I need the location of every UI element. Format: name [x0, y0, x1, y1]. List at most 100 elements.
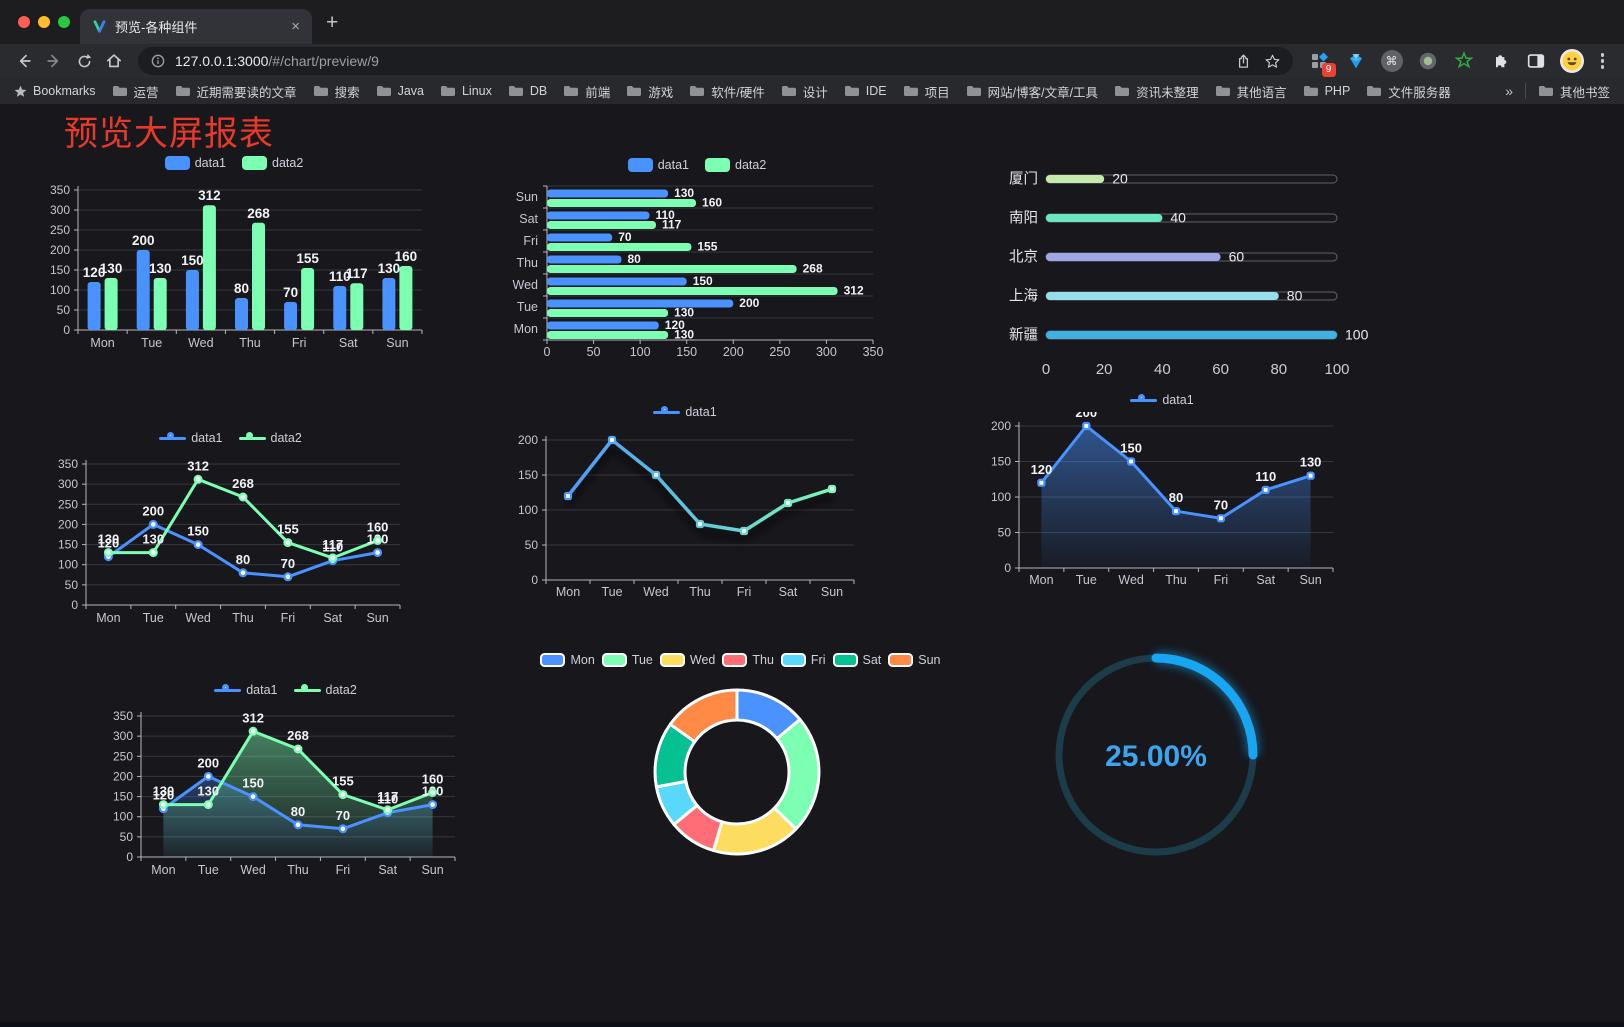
bookmark-folder[interactable]: DB — [508, 84, 547, 98]
zoom-window-button[interactable] — [58, 16, 70, 28]
svg-text:350: 350 — [863, 345, 884, 359]
chart-bar-grouped-legend: data1 data2 — [38, 152, 430, 174]
svg-text:Fri: Fri — [281, 611, 296, 625]
bookmark-item-bookmarks[interactable]: Bookmarks — [14, 84, 96, 98]
pie-slice-Wed[interactable] — [711, 806, 798, 856]
extension-tabs-icon[interactable]: 9 — [1307, 48, 1336, 77]
chart-gauge-progress-canvas[interactable]: 25.00% — [1038, 638, 1278, 878]
bookmark-folder[interactable]: 项目 — [903, 82, 950, 101]
bookmark-star-icon[interactable] — [1264, 53, 1281, 70]
forward-button[interactable] — [40, 47, 68, 75]
svg-text:Sat: Sat — [339, 336, 358, 350]
legend-item-data2[interactable]: data2 — [293, 683, 357, 697]
bookmark-folder[interactable]: 其他语言 — [1215, 82, 1287, 101]
svg-text:Sun: Sun — [421, 863, 443, 877]
extension-command-icon[interactable]: ⌘ — [1379, 48, 1405, 74]
new-tab-button[interactable]: + — [326, 11, 339, 34]
url-host: 127.0.0.1:3000 — [175, 53, 269, 69]
folder-icon — [1303, 86, 1318, 96]
legend-item-Tue[interactable]: Tue — [601, 653, 653, 667]
bookmark-folder[interactable]: 文件服务器 — [1366, 82, 1451, 101]
legend-item-data2[interactable]: data2 — [238, 431, 302, 445]
svg-text:350: 350 — [58, 457, 78, 471]
share-icon[interactable] — [1235, 53, 1252, 70]
bookmark-folder[interactable]: 近期需要读的文章 — [175, 82, 297, 101]
extensions-puzzle-icon[interactable] — [1487, 48, 1513, 74]
svg-text:80: 80 — [291, 804, 305, 819]
close-window-button[interactable] — [18, 16, 30, 28]
reload-button[interactable] — [70, 47, 98, 75]
folder-icon — [508, 86, 523, 96]
chart-gauge-progress: 25.00% — [1038, 638, 1278, 878]
other-bookmarks[interactable]: 其他书签 — [1538, 82, 1610, 101]
legend-item-Thu[interactable]: Thu — [722, 653, 774, 667]
bookmark-folder[interactable]: PHP — [1303, 84, 1350, 98]
legend-item-Wed[interactable]: Wed — [659, 653, 715, 667]
address-bar[interactable]: 127.0.0.1:3000/#/chart/preview/9 — [138, 47, 1293, 75]
folder-icon — [376, 86, 391, 96]
home-button[interactable] — [100, 47, 128, 75]
tab-close-icon[interactable]: × — [291, 18, 300, 35]
bookmark-folder[interactable]: 软件/硬件 — [689, 82, 765, 101]
profile-avatar[interactable] — [1559, 48, 1585, 74]
back-button[interactable] — [10, 47, 38, 75]
browser-tab[interactable]: 预览-各种组件 × — [80, 9, 312, 44]
svg-text:117: 117 — [346, 266, 368, 281]
svg-text:120: 120 — [98, 536, 120, 551]
legend-item-data1[interactable]: data1 — [627, 158, 689, 172]
bookmark-folder[interactable]: 设计 — [781, 82, 828, 101]
bookmark-folder[interactable]: Java — [376, 84, 424, 98]
bookmark-folder[interactable]: 运营 — [112, 82, 159, 101]
legend-item-Sat[interactable]: Sat — [832, 653, 881, 667]
bookmark-folder[interactable]: 前端 — [563, 82, 610, 101]
folder-icon — [1367, 86, 1382, 96]
svg-text:50: 50 — [120, 830, 134, 844]
legend-item-data1[interactable]: data1 — [159, 431, 223, 445]
svg-text:0: 0 — [63, 323, 70, 337]
chart-bar-grouped: data1 data2 0 50 100 150 200 250 300 350 Mon Tue Wed… — [38, 152, 430, 364]
side-panel-icon[interactable] — [1523, 48, 1549, 74]
chart-donut-canvas[interactable] — [553, 672, 928, 880]
legend-item-data2[interactable]: data2 — [705, 158, 766, 172]
legend-item-Mon[interactable]: Mon — [540, 653, 595, 667]
legend-item-data1[interactable]: data1 — [1130, 393, 1194, 407]
legend-item-data1[interactable]: data1 — [653, 405, 717, 419]
svg-text:130: 130 — [674, 328, 694, 342]
legend-item-data2[interactable]: data2 — [242, 156, 303, 170]
svg-text:100: 100 — [630, 345, 651, 359]
svg-text:130: 130 — [142, 532, 164, 547]
extensions-area: 9 ⌘ — [1303, 48, 1615, 77]
pie-slice-Sun[interactable] — [668, 688, 739, 744]
svg-text:268: 268 — [247, 206, 270, 221]
svg-text:200: 200 — [142, 503, 164, 518]
chart-line-two-series-canvas[interactable]: 0 50 100 150 200 250 300 350 Mon Tue Wed Thu Fri Sat S… — [48, 450, 413, 634]
bookmark-folder[interactable]: Linux — [440, 84, 492, 98]
site-info-icon[interactable] — [150, 53, 166, 69]
bookmark-folder[interactable]: 搜索 — [313, 82, 360, 101]
bookmark-folder[interactable]: 资讯未整理 — [1114, 82, 1199, 101]
extension-gem-icon[interactable] — [1343, 48, 1369, 74]
legend-item-data1[interactable]: data1 — [214, 683, 278, 697]
extension-record-icon[interactable] — [1415, 48, 1441, 74]
svg-text:150: 150 — [518, 468, 538, 482]
chart-area-single-canvas[interactable]: 0 50 100 150 200 Mon Tue Wed Thu Fri Sat Sun 120 200 1… — [983, 412, 1341, 594]
chart-area-two-series-canvas[interactable]: 0 50 100 150 200 250 300 350 Mon Tue Wed Thu Fri Sat S… — [103, 702, 468, 886]
bookmark-folder[interactable]: 网站/博客/文章/工具 — [966, 82, 1098, 101]
extension-green-star-icon[interactable] — [1451, 48, 1477, 74]
legend-item-Sun[interactable]: Sun — [888, 653, 941, 667]
browser-menu-icon[interactable] — [1595, 53, 1611, 69]
legend-item-data1[interactable]: data1 — [164, 156, 226, 170]
chart-progress-bars-canvas[interactable]: 厦门 20 南阳 40 北京 60 上海 80 新疆 100 0 20 40 60 80 100 — [1000, 162, 1372, 386]
bookmarks-overflow-chevron[interactable]: » — [1505, 83, 1513, 99]
chart-line-gradient-canvas[interactable]: 0 50 100 150 200 Mon Tue Wed Thu Fri Sat Sun — [506, 424, 864, 608]
legend-item-Fri[interactable]: Fri — [780, 653, 826, 667]
chart-bar-grouped-canvas[interactable]: 0 50 100 150 200 250 300 350 Mon Tue Wed Thu Fri Sat S… — [38, 174, 430, 364]
bookmark-folder[interactable]: IDE — [844, 84, 887, 98]
svg-text:Thu: Thu — [1165, 573, 1187, 587]
minimize-window-button[interactable] — [38, 16, 50, 28]
bookmark-folder[interactable]: 游戏 — [626, 82, 673, 101]
folder-icon — [112, 86, 127, 96]
svg-text:60: 60 — [1212, 361, 1229, 378]
svg-text:100: 100 — [50, 283, 70, 297]
